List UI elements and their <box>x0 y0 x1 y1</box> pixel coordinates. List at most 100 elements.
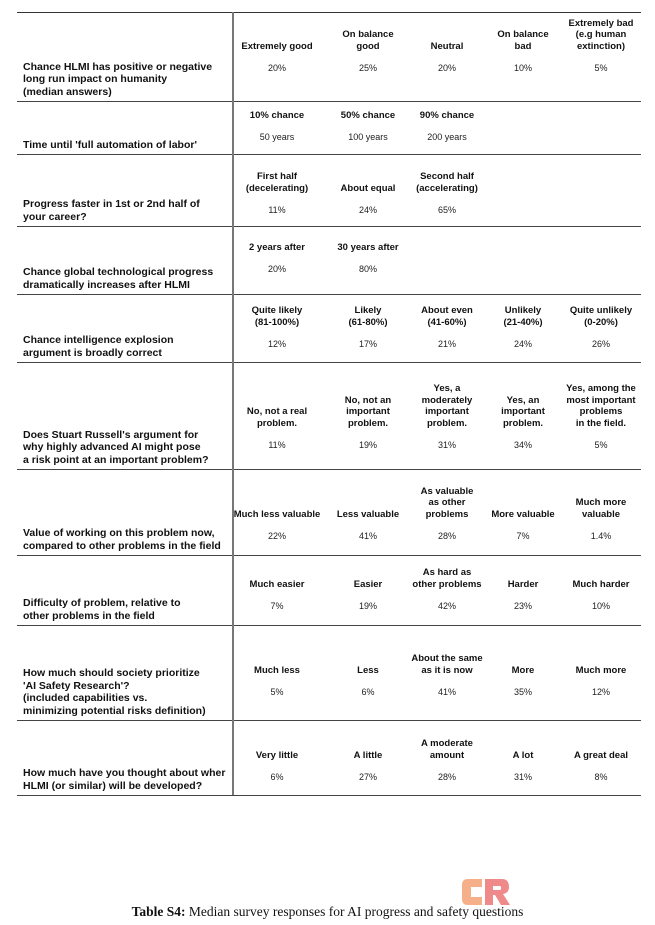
answer-header: On balance bad <box>497 29 549 52</box>
answer-cell: Much less valuable 22% <box>229 509 325 543</box>
answer-header: Extremely good <box>241 40 313 52</box>
answer-cell: A lot 31% <box>475 750 571 784</box>
question-label: Time until 'full automation of labor' <box>23 138 197 151</box>
answer-header: About equal <box>340 182 396 194</box>
answer-value: 20% <box>267 264 286 274</box>
question-label: How much should society prioritize 'AI S… <box>23 667 206 717</box>
answer-columns: Much less 5% Less 6% About the same as it is… <box>233 626 641 698</box>
answer-cell: Much more 12% <box>553 665 649 699</box>
answer-cell: No, not a real problem. 11% <box>229 406 325 451</box>
answer-header: Much harder <box>572 578 630 590</box>
answer-cell: On balance good 25% <box>320 29 416 74</box>
question-label: Chance global technological progress dra… <box>23 266 214 291</box>
answer-cell: No, not an important problem. 19% <box>320 395 416 452</box>
answer-value: 10% <box>513 63 532 73</box>
answer-cell: A moderate amount 28% <box>399 738 495 783</box>
answer-header: No, not an important problem. <box>344 394 392 429</box>
answer-value: 5% <box>594 440 608 450</box>
answer-columns: Much easier 7% Easier 19% As hard as other p… <box>233 556 641 612</box>
answer-value: 24% <box>513 339 532 349</box>
answer-cell: 2 years after 20% <box>229 242 325 276</box>
answer-header: About the same as it is now <box>411 653 483 676</box>
answer-cell: Yes, a moderately important problem. 31% <box>399 383 495 451</box>
answer-value: 20% <box>437 63 456 73</box>
answer-value: 100 years <box>348 132 388 142</box>
answer-cell: Quite unlikely (0-20%) 26% <box>553 305 649 350</box>
answer-value: 28% <box>437 772 456 782</box>
survey-table: Chance HLMI has positive or negative lon… <box>17 12 641 796</box>
answer-header: Less valuable <box>336 508 400 520</box>
answer-value: 65% <box>437 205 456 215</box>
table-row: How much should society prioritize 'AI S… <box>17 626 641 721</box>
answer-cell: Second half (accelerating) 65% <box>399 171 495 216</box>
answer-header: First half (decelerating) <box>245 171 309 194</box>
answer-header: No, not a real problem. <box>246 406 308 429</box>
answer-value: 6% <box>361 687 375 697</box>
answer-header: Much less <box>254 664 300 676</box>
answer-header: A lot <box>512 749 534 761</box>
answer-cell: More 35% <box>475 665 571 699</box>
answer-header: Less <box>357 664 379 676</box>
table-row: Chance global technological progress dra… <box>17 227 641 295</box>
answer-cell: Much less 5% <box>229 665 325 699</box>
answer-header: Unlikely (21-40%) <box>503 305 543 328</box>
answer-value: 27% <box>358 772 377 782</box>
answer-columns: 2 years after 20% 30 years after 80% <box>233 227 641 275</box>
answer-value: 50 years <box>259 132 295 142</box>
answer-cell: About even (41-60%) 21% <box>399 305 495 350</box>
answer-columns: Very little 6% A little 27% A moderate amoun… <box>233 721 641 783</box>
table-row: How much have you thought about wher HLM… <box>17 721 641 796</box>
question-label: How much have you thought about wher HLM… <box>23 767 226 792</box>
answer-header: Quite likely (81-100%) <box>251 305 303 328</box>
answer-value: 1.4% <box>590 531 612 541</box>
answer-cell: Much easier 7% <box>229 579 325 613</box>
answer-cell: About the same as it is now 41% <box>399 653 495 698</box>
answer-cell: 10% chance 50 years <box>229 110 325 144</box>
answer-header: Easier <box>353 578 383 590</box>
answer-value: 80% <box>358 264 377 274</box>
answer-cell: A little 27% <box>320 750 416 784</box>
table-row: Value of working on this problem now, co… <box>17 470 641 556</box>
table-row: Chance intelligence explosion argument i… <box>17 295 641 363</box>
caption-label: Table S4: <box>131 904 186 919</box>
answer-cell: First half (decelerating) 11% <box>229 171 325 216</box>
answer-value: 5% <box>270 687 284 697</box>
answer-header: Yes, an important problem. <box>501 394 545 429</box>
answer-header: Yes, among the most important problems i… <box>566 383 636 429</box>
question-label: Does Stuart Russell's argument for why h… <box>23 428 209 466</box>
answer-columns: Much less valuable 22% Less valuable 41% As … <box>233 470 641 542</box>
answer-columns: Quite likely (81-100%) 12% Likely (61-80%)… <box>233 295 641 350</box>
answer-header: Much more <box>575 664 627 676</box>
answer-value: 26% <box>591 339 610 349</box>
question-label: Chance HLMI has positive or negative lon… <box>23 60 213 98</box>
answer-value: 21% <box>437 339 456 349</box>
answer-cell: More valuable 7% <box>475 509 571 543</box>
answer-header: Yes, a moderately important problem. <box>421 383 473 429</box>
answer-cell: Less valuable 41% <box>320 509 416 543</box>
answer-value: 23% <box>513 601 532 611</box>
answer-header: Much less valuable <box>233 508 321 520</box>
answer-cell: Extremely good 20% <box>229 41 325 75</box>
answer-header: 2 years after <box>249 241 305 253</box>
answer-columns: Extremely good 20% On balance good 25% Neutr… <box>233 13 641 74</box>
answer-header: As hard as other problems <box>412 567 482 590</box>
answer-value: 20% <box>267 63 286 73</box>
answer-cell: Harder 23% <box>475 579 571 613</box>
answer-header: 90% chance <box>419 109 475 121</box>
answer-header: As valuable as other problems <box>420 485 474 520</box>
answer-value: 6% <box>270 772 284 782</box>
answer-header: 50% chance <box>340 109 396 121</box>
answer-cell: Yes, among the most important problems i… <box>553 383 649 451</box>
answer-cell: Extremely bad (e.g human extinction) 5% <box>553 18 649 75</box>
answer-value: 8% <box>594 772 608 782</box>
answer-cell: Neutral 20% <box>399 41 495 75</box>
question-label: Value of working on this problem now, co… <box>23 527 221 552</box>
answer-columns: No, not a real problem. 11% No, not an imp… <box>233 363 641 451</box>
answer-header: More <box>511 664 535 676</box>
answer-cell: Very little 6% <box>229 750 325 784</box>
answer-cell: Much more valuable 1.4% <box>553 497 649 542</box>
answer-header: Extremely bad (e.g human extinction) <box>568 17 634 52</box>
answer-value: 5% <box>594 63 608 73</box>
answer-cell: A great deal 8% <box>553 750 649 784</box>
answer-header: 10% chance <box>249 109 305 121</box>
